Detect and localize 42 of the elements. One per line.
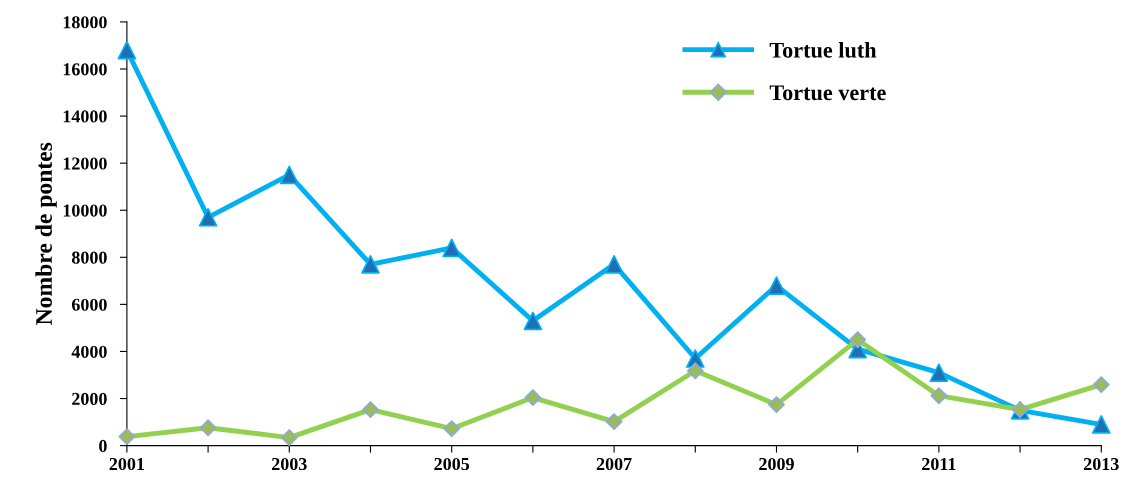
point — [604, 255, 624, 274]
point — [686, 362, 704, 380]
point — [1092, 376, 1110, 394]
point — [930, 387, 948, 405]
y-tick-label: 10000 — [63, 204, 107, 217]
point — [523, 311, 543, 331]
x-tick-label: 2013 — [1083, 457, 1119, 471]
y-tick-label: 12000 — [63, 157, 107, 170]
point — [443, 420, 461, 438]
point — [1091, 415, 1111, 434]
point — [362, 401, 379, 419]
x-tick-label: 2007 — [596, 457, 632, 471]
y-tick-label: 4000 — [71, 345, 107, 358]
x-tick-label: 2005 — [434, 457, 470, 471]
y-tick-label: 2000 — [72, 392, 107, 405]
point — [280, 429, 298, 447]
point — [117, 40, 137, 60]
point — [199, 419, 217, 437]
x-tick-label: 2003 — [272, 457, 307, 471]
legend-label: Tortue verte — [769, 85, 886, 101]
y-axis-title: Nombre de pontes — [35, 142, 57, 325]
x-tick-label: 2001 — [109, 457, 145, 471]
point — [198, 207, 218, 227]
legend-label: Tortue luth — [769, 42, 877, 58]
y-tick-label: 6000 — [71, 298, 107, 311]
y-tick-label: 18000 — [63, 16, 107, 29]
point — [929, 363, 949, 382]
point — [849, 331, 867, 349]
y-tick-label: 14000 — [63, 110, 107, 123]
point — [524, 389, 542, 407]
point — [605, 413, 623, 431]
point — [767, 276, 786, 295]
point — [279, 165, 299, 185]
y-tick-label: 16000 — [63, 63, 107, 76]
y-tick-label: 0 — [99, 439, 107, 453]
point — [442, 238, 462, 258]
point — [361, 255, 380, 274]
point — [768, 396, 785, 414]
point — [118, 428, 136, 446]
x-tick-label: 2011 — [922, 457, 956, 471]
x-tick-label: 2009 — [759, 457, 794, 471]
y-tick-label: 8000 — [71, 251, 107, 264]
